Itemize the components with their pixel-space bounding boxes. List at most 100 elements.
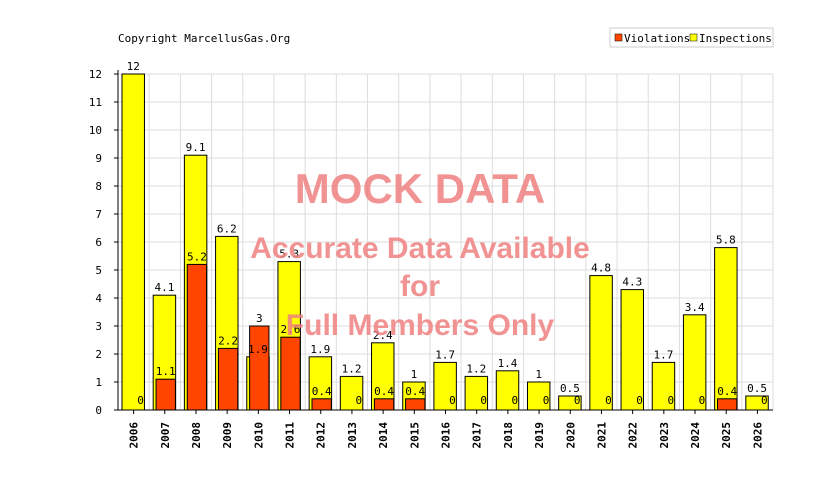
inspections-value-label: 1.2 bbox=[342, 362, 362, 375]
x-tick-label: 2025 bbox=[720, 422, 733, 449]
x-tick-label: 2016 bbox=[440, 422, 453, 449]
violations-bar bbox=[716, 398, 738, 411]
inspections-value-label: 1.7 bbox=[435, 348, 455, 361]
violations-bar bbox=[249, 325, 270, 411]
inspections-bar bbox=[121, 73, 145, 411]
violations-value-label: 0 bbox=[356, 394, 363, 407]
violations-value-label: 0 bbox=[449, 394, 456, 407]
y-tick-label: 4 bbox=[95, 292, 102, 305]
watermark: MOCK DATA Accurate Data Available for Fu… bbox=[250, 165, 590, 342]
watermark-line-3: for bbox=[400, 270, 440, 303]
violations-value-label: 0 bbox=[761, 394, 768, 407]
violations-value-label: 0 bbox=[636, 394, 643, 407]
inspections-value-label: 5.3 bbox=[279, 248, 299, 261]
inspections-value-label: 1.4 bbox=[498, 357, 518, 370]
violations-bar bbox=[373, 398, 395, 411]
violations-bar bbox=[155, 378, 176, 411]
y-tick-label: 6 bbox=[95, 236, 102, 249]
violations-value-label: 2.6 bbox=[281, 323, 301, 336]
watermark-line-2: Accurate Data Available bbox=[250, 232, 590, 265]
inspections-value-label: 2.4 bbox=[373, 329, 393, 342]
legend-swatch-inspections bbox=[689, 33, 698, 42]
legend-swatch-violations bbox=[614, 33, 623, 42]
violations-value-label: 0.4 bbox=[312, 385, 332, 398]
x-tick-label: 2006 bbox=[128, 422, 141, 449]
violations-bar bbox=[405, 398, 426, 411]
inspections-value-label: 1.2 bbox=[466, 362, 486, 375]
x-tick-label: 2026 bbox=[751, 422, 764, 449]
x-tick-label: 2024 bbox=[689, 422, 702, 449]
y-tick-label: 9 bbox=[95, 152, 102, 165]
bars bbox=[121, 73, 769, 411]
y-tick-label: 2 bbox=[95, 348, 102, 361]
inspections-value-label: 5.8 bbox=[716, 234, 736, 247]
y-tick-label: 0 bbox=[95, 404, 102, 417]
x-tick-label: 2018 bbox=[502, 422, 515, 449]
violations-value-label: 0.4 bbox=[717, 385, 737, 398]
violations-bar bbox=[186, 263, 208, 411]
x-tick-label: 2021 bbox=[595, 422, 608, 449]
x-tick-label: 2022 bbox=[627, 422, 640, 449]
violations-value-label: 0 bbox=[699, 394, 706, 407]
inspections-value-label: 0.5 bbox=[747, 382, 767, 395]
violations-bar bbox=[217, 347, 239, 411]
inspections-value-label: 4.3 bbox=[622, 276, 642, 289]
x-tick-label: 2017 bbox=[471, 422, 484, 449]
x-tick-label: 2013 bbox=[346, 422, 359, 449]
x-tick-label: 2011 bbox=[284, 422, 297, 449]
violations-value-label: 3 bbox=[256, 312, 263, 325]
inspections-value-label: 1 bbox=[535, 368, 542, 381]
violations-value-label: 1.1 bbox=[156, 365, 176, 378]
x-tick-label: 2007 bbox=[159, 422, 172, 449]
violations-value-label: 0 bbox=[543, 394, 550, 407]
violations-value-label: 0 bbox=[667, 394, 674, 407]
inspections-value-label: 0.5 bbox=[560, 382, 580, 395]
inspections-value-label: 1.7 bbox=[654, 348, 674, 361]
violations-value-label: 5.2 bbox=[187, 250, 207, 263]
x-tick-label: 2008 bbox=[190, 422, 203, 449]
inspections-value-label: 4.1 bbox=[154, 281, 174, 294]
violations-value-label: 0.4 bbox=[405, 385, 425, 398]
inspections-value-label: 1.9 bbox=[310, 343, 330, 356]
legend-label-inspections: Inspections bbox=[699, 32, 772, 45]
violations-value-label: 2.2 bbox=[218, 334, 238, 347]
y-tick-label: 3 bbox=[95, 320, 102, 333]
x-tick-label: 2009 bbox=[221, 422, 234, 449]
legend-label-violations: Violations bbox=[624, 32, 690, 45]
x-tick-label: 2014 bbox=[377, 422, 390, 449]
legend: Violations Inspections bbox=[609, 27, 774, 48]
inspections-value-label: 1 bbox=[411, 368, 418, 381]
violations-value-label: 0.4 bbox=[374, 385, 394, 398]
y-tick-label: 5 bbox=[95, 264, 102, 277]
y-tick-label: 10 bbox=[89, 124, 102, 137]
x-tick-label: 2012 bbox=[315, 422, 328, 449]
x-tick-label: 2023 bbox=[658, 422, 671, 449]
y-tick-label: 7 bbox=[95, 208, 102, 221]
violations-value-label: 0 bbox=[480, 394, 487, 407]
data-labels: 12 0 4.1 1.1 9.1 5.2 6.2 2.2 1.9 3 5.3 2.6 1.9 0.4 1.2… bbox=[127, 60, 768, 407]
x-tick-label: 2019 bbox=[533, 422, 546, 449]
y-tick-label: 11 bbox=[89, 96, 102, 109]
inspections-value-label: 9.1 bbox=[186, 141, 206, 154]
x-tick-label: 2015 bbox=[408, 422, 421, 449]
inspections-value-label: 3.4 bbox=[685, 301, 705, 314]
x-tick-label: 2010 bbox=[252, 422, 265, 449]
watermark-line-4: Full Members Only bbox=[286, 309, 555, 342]
violations-value-label: 0 bbox=[574, 394, 581, 407]
violations-value-label: 0 bbox=[137, 394, 144, 407]
y-tick-label: 12 bbox=[89, 68, 102, 81]
y-tick-label: 1 bbox=[95, 376, 102, 389]
inspections-bar bbox=[620, 289, 645, 411]
copyright-text: Copyright MarcellusGas.Org bbox=[118, 32, 290, 45]
violations-bar bbox=[311, 398, 332, 411]
inspections-value-label: 4.8 bbox=[591, 262, 611, 275]
violations-bar bbox=[280, 336, 301, 411]
inspections-value-label: 12 bbox=[127, 60, 140, 73]
x-tick-label: 2020 bbox=[564, 422, 577, 449]
violations-value-label: 0 bbox=[512, 394, 519, 407]
y-tick-label: 8 bbox=[95, 180, 102, 193]
watermark-line-1: MOCK DATA bbox=[295, 165, 545, 212]
inspections-value-label: 1.9 bbox=[248, 343, 268, 356]
